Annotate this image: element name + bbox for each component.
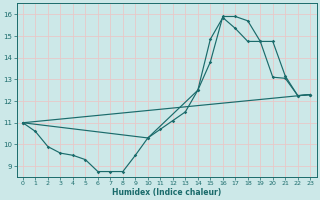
X-axis label: Humidex (Indice chaleur): Humidex (Indice chaleur) (112, 188, 221, 197)
